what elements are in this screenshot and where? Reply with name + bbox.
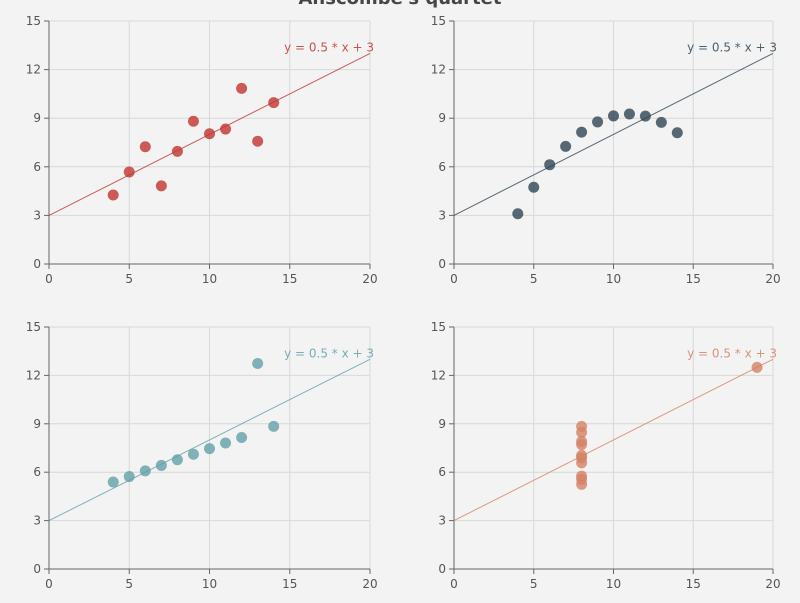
x-tick-label: 20 (765, 272, 780, 286)
y-tick-label: 12 (431, 63, 446, 77)
data-point (171, 454, 183, 466)
x-tick-label: 10 (606, 272, 621, 286)
data-point (268, 97, 280, 109)
data-point (123, 166, 135, 178)
x-tick-label: 0 (45, 272, 53, 286)
y-tick-label: 9 (438, 417, 446, 431)
data-point (671, 127, 683, 139)
data-point (268, 420, 280, 432)
regression-label: y = 0.5 * x + 3 (687, 346, 777, 360)
data-point (560, 140, 572, 152)
x-tick-label: 5 (530, 577, 538, 591)
y-tick-label: 3 (33, 208, 41, 222)
data-point (576, 435, 588, 447)
x-tick-label: 0 (45, 577, 53, 591)
x-tick-label: 15 (282, 272, 297, 286)
data-point (639, 110, 651, 122)
y-tick-label: 15 (26, 320, 41, 334)
data-point (187, 448, 199, 460)
data-point (220, 437, 232, 449)
regression-label: y = 0.5 * x + 3 (284, 40, 374, 54)
x-tick-label: 20 (362, 272, 377, 286)
data-point (592, 116, 604, 128)
data-point (139, 465, 151, 477)
data-point (608, 110, 619, 122)
data-point (171, 145, 183, 157)
data-point (236, 432, 248, 444)
y-tick-label: 15 (431, 14, 446, 28)
y-tick-label: 3 (438, 208, 446, 222)
regression-line (453, 52, 774, 216)
data-point (623, 108, 635, 120)
data-point (155, 180, 167, 192)
x-tick-label: 20 (362, 577, 377, 591)
y-tick-label: 3 (438, 514, 446, 528)
y-tick-label: 0 (33, 257, 41, 271)
y-tick-label: 12 (26, 368, 41, 382)
data-point (187, 115, 199, 127)
y-tick-label: 15 (26, 14, 41, 28)
data-point (220, 123, 232, 135)
y-tick-label: 6 (438, 465, 446, 479)
data-point (236, 82, 248, 94)
subplot-IV: 0 5 10 15 20 0 3 6 9 12 15 y = 0.5 * x + 3 (431, 320, 781, 591)
data-point (204, 128, 215, 140)
y-tick-label: 9 (33, 417, 41, 431)
subplot-II: 0 5 10 15 20 0 3 6 9 12 15 y = 0.5 * x + 3 (431, 14, 781, 286)
x-tick-label: 5 (530, 272, 538, 286)
y-tick-label: 6 (438, 160, 446, 174)
data-point (252, 135, 264, 147)
data-point (155, 459, 167, 471)
data-point (139, 141, 151, 153)
x-tick-label: 15 (686, 272, 701, 286)
data-point (544, 159, 556, 171)
data-point (655, 116, 667, 128)
x-tick-label: 0 (450, 272, 458, 286)
x-tick-label: 5 (125, 577, 133, 591)
x-tick-label: 15 (282, 577, 297, 591)
data-point (528, 181, 540, 193)
chart-title: Anscombe's quartet (0, 0, 800, 9)
y-tick-label: 12 (431, 368, 446, 382)
data-point (751, 361, 763, 373)
y-tick-label: 9 (438, 111, 446, 125)
x-tick-label: 5 (125, 272, 133, 286)
data-point (204, 443, 215, 455)
y-tick-label: 6 (33, 160, 41, 174)
y-tick-label: 15 (431, 320, 446, 334)
data-point (512, 208, 524, 220)
x-tick-label: 10 (202, 577, 217, 591)
y-tick-label: 6 (33, 465, 41, 479)
subplot-III: 0 5 10 15 20 0 3 6 9 12 15 y = 0.5 * x + 3 (26, 320, 378, 591)
y-tick-label: 0 (438, 562, 446, 576)
data-point (576, 426, 588, 438)
x-tick-label: 0 (450, 577, 458, 591)
regression-label: y = 0.5 * x + 3 (687, 40, 777, 54)
y-tick-label: 9 (33, 111, 41, 125)
regression-label: y = 0.5 * x + 3 (284, 346, 374, 360)
data-point (576, 473, 588, 485)
y-tick-label: 0 (438, 257, 446, 271)
y-tick-label: 3 (33, 514, 41, 528)
x-tick-label: 15 (686, 577, 701, 591)
x-tick-label: 20 (765, 577, 780, 591)
x-tick-label: 10 (606, 577, 621, 591)
data-point (252, 357, 264, 369)
x-tick-label: 10 (202, 272, 217, 286)
y-tick-label: 12 (26, 63, 41, 77)
subplot-I: 0 5 10 15 20 0 3 6 9 12 15 y = 0.5 * x + 3 (26, 14, 378, 286)
data-point (123, 471, 135, 483)
regression-line (453, 358, 774, 522)
regression-line (48, 358, 371, 522)
data-point (576, 452, 588, 464)
y-tick-label: 0 (33, 562, 41, 576)
data-point (107, 476, 119, 488)
data-point (107, 189, 119, 201)
data-point (576, 126, 588, 138)
